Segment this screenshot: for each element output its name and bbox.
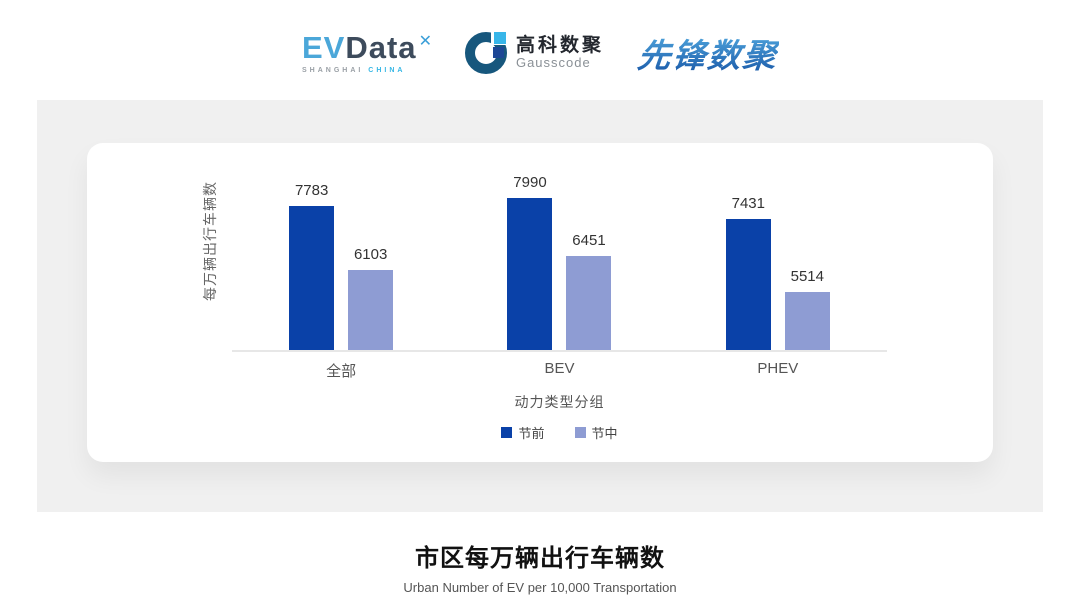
chart-title: 市区每万辆出行车辆数 (415, 545, 665, 572)
evdata-caption-shanghai: SHANGHAI (302, 67, 364, 74)
brand-header: EVData ✕ SHANGHAI CHINA 高科数聚 Gausscode 先锋… (0, 0, 1080, 100)
legend-swatch-icon (501, 427, 513, 438)
legend-label: 节前 (518, 426, 545, 441)
category-label-全部: 全部 (326, 363, 357, 380)
bar-wrap: 7990 (507, 173, 553, 350)
bar-wrap: 7783 (289, 181, 335, 350)
bar-PHEV-节中 (784, 292, 830, 350)
bar-wrap: 5514 (784, 268, 830, 350)
gausscode-cn-text: 高科数聚 (515, 35, 604, 57)
bar-wrap: 6103 (348, 245, 394, 350)
bar-wrap: 7431 (725, 195, 771, 350)
x-axis-title: 动力类型分组 (514, 394, 605, 410)
bar-value-label: 5514 (790, 268, 824, 286)
bar-value-label: 7783 (294, 181, 329, 199)
legend-swatch-icon (574, 427, 586, 438)
category-label-PHEV: PHEV (757, 360, 799, 377)
bar-value-label: 6451 (572, 232, 606, 250)
plot-area: 7783 6103 7990 6451 7431 5514 (232, 174, 887, 352)
bar-value-label: 6103 (353, 245, 388, 263)
gausscode-g-icon (464, 32, 507, 74)
legend-item-节中: 节中 (574, 423, 618, 442)
bar-BEV-节前 (507, 197, 553, 350)
bar-PHEV-节前 (725, 219, 771, 350)
y-axis-label: 每万辆出行车辆数 (202, 181, 218, 301)
chart-panel: 每万辆出行车辆数 7783 6103 7990 6451 7431 5514 全部 BEV P… (37, 100, 1043, 512)
bar-全部-节中 (348, 269, 394, 350)
bar-group-PHEV: 7431 5514 (669, 184, 887, 350)
legend-label: 节中 (591, 426, 618, 441)
bar-group-全部: 7783 6103 (232, 181, 450, 350)
legend-item-节前: 节前 (501, 423, 545, 442)
evdata-ev-text: EV (302, 30, 346, 65)
gausscode-logo: 高科数聚 Gausscode (464, 32, 604, 74)
legend: 节前 节中 (232, 423, 887, 442)
bar-BEV-节中 (566, 256, 612, 350)
bar-value-label: 7431 (731, 195, 765, 212)
footer-titles: 市区每万辆出行车辆数 Urban Number of EV per 10,000… (0, 538, 1080, 595)
evdata-caption: SHANGHAI CHINA (302, 67, 405, 74)
bar-全部-节前 (289, 205, 335, 350)
evdata-star-icon: ✕ (418, 33, 433, 50)
evdata-logo: EVData ✕ SHANGHAI CHINA (302, 30, 433, 74)
chart-subtitle: Urban Number of EV per 10,000 Transporta… (403, 580, 677, 595)
bar-value-label: 7990 (513, 173, 547, 191)
evdata-data-text: Data (345, 30, 417, 65)
chart-card: 每万辆出行车辆数 7783 6103 7990 6451 7431 5514 全部 BEV P… (87, 143, 993, 462)
evdata-wordmark: EVData ✕ (302, 30, 433, 65)
bar-wrap: 6451 (566, 232, 612, 350)
evdata-caption-china: CHINA (368, 67, 406, 74)
gausscode-en-text: Gausscode (515, 55, 591, 71)
x-axis-categories: 全部 BEV PHEV (232, 360, 887, 381)
pioneer-logo: 先锋数聚 (635, 29, 780, 77)
bar-group-BEV: 7990 6451 (450, 174, 668, 350)
category-label-BEV: BEV (544, 360, 575, 377)
